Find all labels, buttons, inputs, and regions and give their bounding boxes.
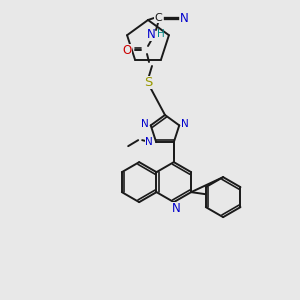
Text: N: N: [141, 118, 149, 128]
Text: N: N: [147, 28, 155, 40]
Text: O: O: [122, 44, 132, 56]
Text: S: S: [144, 76, 152, 88]
Text: N: N: [181, 118, 189, 128]
Text: N: N: [145, 137, 153, 147]
Text: N: N: [171, 202, 180, 214]
Text: C: C: [154, 13, 162, 23]
Text: N: N: [180, 11, 188, 25]
Text: H: H: [157, 29, 165, 39]
